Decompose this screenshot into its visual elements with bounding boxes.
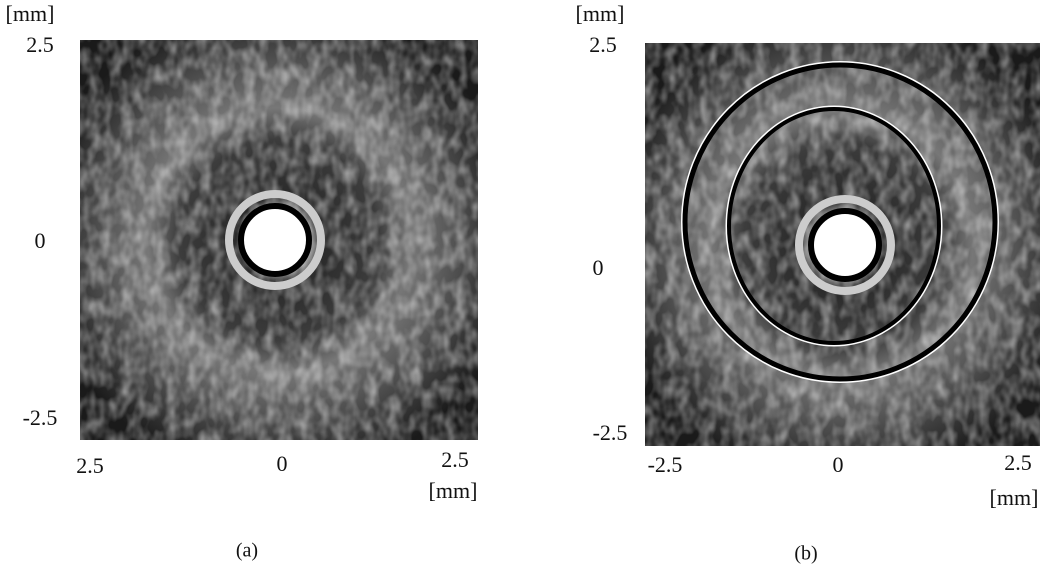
y-unit: [mm] bbox=[6, 1, 55, 26]
y-tick-label: -2.5 bbox=[593, 420, 628, 445]
x-unit: [mm] bbox=[990, 485, 1039, 510]
y-tick-label: -2.5 bbox=[23, 405, 58, 430]
caption: (b) bbox=[794, 543, 817, 565]
x-tick-label: -2.5 bbox=[648, 452, 683, 477]
x-tick-label: 2.5 bbox=[1004, 450, 1032, 475]
x-tick-label: 0 bbox=[277, 451, 288, 476]
x-unit: [mm] bbox=[429, 478, 478, 503]
ultrasound-image-a bbox=[80, 40, 478, 440]
y-tick-label: 2.5 bbox=[26, 32, 54, 57]
x-tick-label: 2.5 bbox=[441, 447, 469, 472]
x-tick-label: 2.5 bbox=[76, 453, 104, 478]
y-tick-label: 0 bbox=[35, 228, 46, 253]
y-tick-label: 0 bbox=[593, 255, 604, 280]
ultrasound-image-b bbox=[645, 43, 1040, 446]
y-unit: [mm] bbox=[576, 1, 625, 26]
caption: (a) bbox=[236, 540, 258, 562]
y-tick-label: 2.5 bbox=[589, 32, 617, 57]
x-tick-label: 0 bbox=[833, 452, 844, 477]
